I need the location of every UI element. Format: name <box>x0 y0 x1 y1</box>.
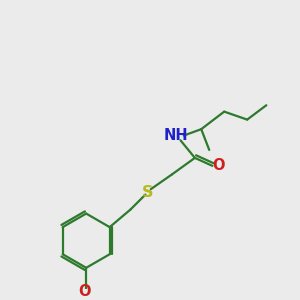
Text: O: O <box>212 158 224 173</box>
Text: S: S <box>142 184 154 200</box>
Text: NH: NH <box>164 128 188 143</box>
Text: O: O <box>78 284 91 299</box>
